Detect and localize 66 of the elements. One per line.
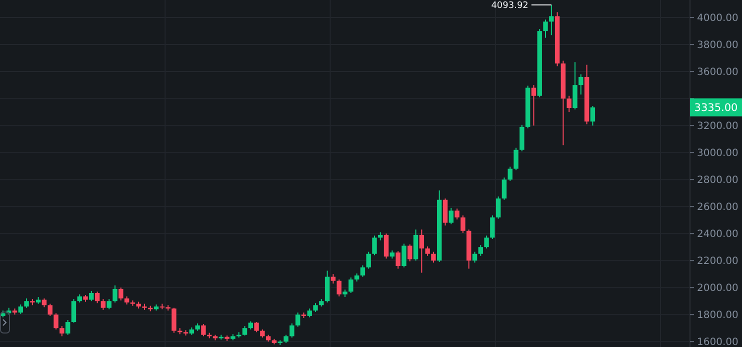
candlestick xyxy=(572,62,578,110)
candlestick xyxy=(290,322,294,338)
candlestick xyxy=(336,278,342,297)
candlestick xyxy=(431,251,436,264)
y-tick-label: 3000.00 xyxy=(697,148,738,160)
y-tick-label: 4000.00 xyxy=(697,13,738,24)
y-tick-label: 2200.00 xyxy=(697,256,738,268)
candlestick xyxy=(94,291,100,304)
candlestick xyxy=(254,322,259,333)
y-tick-label: 2000.00 xyxy=(697,283,738,294)
candlestick xyxy=(531,84,536,126)
candlestick xyxy=(520,124,524,152)
candlestick xyxy=(578,74,584,96)
candlestick xyxy=(490,214,495,240)
candlestick xyxy=(372,235,377,256)
candlestick xyxy=(48,303,52,316)
candlestick xyxy=(478,244,483,256)
candlestick xyxy=(472,251,478,264)
candlestick xyxy=(448,207,454,225)
candlestick xyxy=(18,304,23,314)
candlestick xyxy=(454,208,460,220)
y-tick-label: 3200.00 xyxy=(697,121,738,132)
y-tick-label: 1600.00 xyxy=(697,337,738,347)
candlestick xyxy=(112,284,118,303)
text: 3335.00 xyxy=(694,102,738,114)
candlestick xyxy=(384,233,389,260)
candlestick xyxy=(172,307,176,334)
candlestick xyxy=(118,287,124,301)
candlestick xyxy=(514,147,518,171)
candlestick xyxy=(484,235,489,249)
candlestick xyxy=(508,166,512,182)
candlestick xyxy=(402,243,406,268)
y-tick-label: 2600.00 xyxy=(697,202,738,214)
candlestick xyxy=(549,4,554,36)
candlestick xyxy=(408,244,412,262)
candlestick xyxy=(201,324,206,337)
candlestick xyxy=(360,264,366,278)
candlestick xyxy=(442,198,448,226)
candlestick xyxy=(425,246,430,256)
annotation: 4093.92 xyxy=(491,1,528,12)
candlestick xyxy=(502,177,507,200)
candlestick xyxy=(89,290,94,302)
candlestick xyxy=(348,276,354,294)
candlestick xyxy=(54,312,58,330)
candlestick xyxy=(65,319,70,336)
candlestick xyxy=(106,298,112,310)
candlestick xyxy=(460,214,466,234)
candlestick xyxy=(71,298,76,324)
candlestick xyxy=(366,251,371,270)
candlestick xyxy=(396,250,400,270)
candlestick xyxy=(496,196,501,220)
candlestick xyxy=(295,312,300,328)
y-tick-label: 2800.00 xyxy=(697,175,738,186)
y-tick-label: 3600.00 xyxy=(697,67,738,78)
candlestick xyxy=(242,326,248,336)
candlestick xyxy=(419,229,424,274)
candlestick xyxy=(590,105,596,126)
candlestick xyxy=(60,326,64,337)
candlestick xyxy=(543,19,548,38)
candlestick xyxy=(566,95,572,113)
candlestick xyxy=(24,298,29,308)
candlestick xyxy=(100,298,106,310)
y-tick-label: 3800.00 xyxy=(697,40,738,52)
y-tick-label: 1800.00 xyxy=(697,310,738,322)
y-tick-label: 2400.00 xyxy=(697,229,738,240)
candlestick xyxy=(330,274,336,284)
